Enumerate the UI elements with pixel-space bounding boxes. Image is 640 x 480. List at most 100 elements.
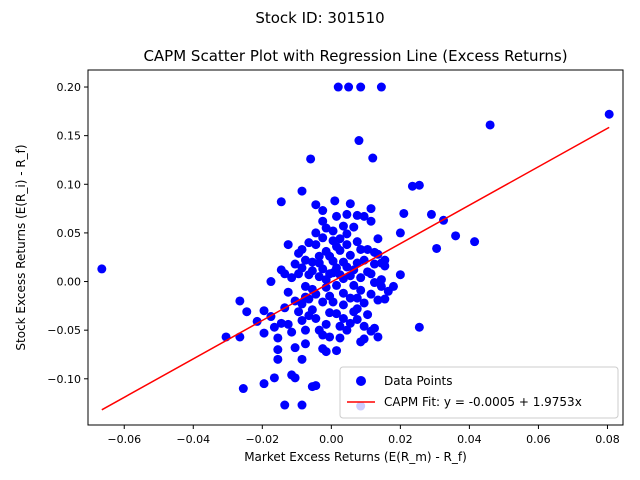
data-point <box>287 370 297 380</box>
data-point <box>276 197 286 207</box>
data-point <box>426 209 436 219</box>
chart-title: CAPM Scatter Plot with Regression Line (… <box>143 47 567 65</box>
y-tick-label: 0.15 <box>57 130 82 143</box>
data-point <box>345 318 355 328</box>
x-tick-label: 0.06 <box>526 433 551 446</box>
data-point <box>369 247 379 257</box>
data-point <box>342 262 352 272</box>
data-point <box>359 321 369 331</box>
data-point <box>335 270 345 280</box>
x-tick-label: 0.00 <box>319 433 344 446</box>
data-point <box>297 400 307 410</box>
y-axis-label: Stock Excess Returns (E(R_i) - R_f) <box>14 144 28 350</box>
y-tick-label: 0.00 <box>57 276 82 289</box>
data-point <box>283 319 293 329</box>
data-point <box>300 281 310 291</box>
data-point <box>352 293 362 303</box>
chart-suptitle: Stock ID: 301510 <box>255 9 384 27</box>
data-point <box>604 109 614 119</box>
data-point <box>304 311 314 321</box>
data-point <box>373 332 383 342</box>
data-point <box>276 318 286 328</box>
data-point <box>328 236 338 246</box>
data-point <box>335 333 345 343</box>
data-point <box>314 258 324 268</box>
x-tick-label: 0.04 <box>457 433 482 446</box>
legend-box <box>339 366 619 419</box>
data-point <box>414 322 424 332</box>
data-point <box>338 300 348 310</box>
y-tick-label: −0.10 <box>47 373 81 386</box>
x-tick-label: −0.02 <box>245 433 279 446</box>
data-point <box>311 381 321 391</box>
x-axis-ticks: −0.06 −0.04 −0.02 0.00 0.02 0.04 0.06 0.08 <box>107 425 620 446</box>
data-point <box>294 307 304 317</box>
data-point <box>318 216 328 226</box>
data-point <box>332 346 342 356</box>
data-point <box>283 240 293 250</box>
chart-marks <box>97 82 614 411</box>
data-point <box>325 308 335 318</box>
y-tick-label: 0.05 <box>57 227 82 240</box>
data-point <box>307 257 317 267</box>
data-point <box>311 200 321 210</box>
data-point <box>395 270 405 280</box>
data-point <box>366 326 376 336</box>
data-point <box>297 244 307 254</box>
data-point <box>332 280 342 290</box>
data-point <box>280 400 290 410</box>
x-tick-label: −0.06 <box>107 433 141 446</box>
data-point <box>383 286 393 296</box>
data-point <box>318 233 328 243</box>
data-point <box>369 278 379 288</box>
data-point <box>352 210 362 220</box>
data-point <box>300 325 310 335</box>
x-tick-label: 0.08 <box>595 433 620 446</box>
data-point <box>380 294 390 304</box>
data-point <box>325 332 335 342</box>
data-point <box>363 244 373 254</box>
data-point <box>269 373 279 383</box>
data-point <box>366 204 376 214</box>
data-point <box>297 299 307 309</box>
data-point <box>321 282 331 292</box>
data-point <box>359 211 369 221</box>
x-tick-label: 0.02 <box>388 433 413 446</box>
x-axis-label: Market Excess Returns (E(R_m) - R_f) <box>244 450 467 464</box>
data-point <box>359 334 369 344</box>
data-point <box>332 309 342 319</box>
data-point <box>366 216 376 226</box>
data-point <box>376 258 386 268</box>
data-point <box>321 275 331 285</box>
y-tick-label: 0.20 <box>57 81 82 94</box>
legend: Data Points CAPM Fit: y = -0.0005 + 1.97… <box>339 366 619 419</box>
data-point <box>332 211 342 221</box>
data-point <box>269 322 279 332</box>
data-point <box>338 288 348 298</box>
data-point <box>368 153 378 163</box>
data-point <box>356 273 366 283</box>
data-point <box>266 277 276 287</box>
data-point <box>290 259 300 269</box>
data-point <box>366 269 376 279</box>
data-point <box>283 287 293 297</box>
plot-area <box>87 69 624 426</box>
data-point <box>376 281 386 291</box>
data-point <box>342 325 352 335</box>
data-point <box>349 307 359 317</box>
data-point <box>318 344 328 354</box>
data-point <box>369 259 379 269</box>
data-point <box>273 345 283 355</box>
data-point <box>395 228 405 238</box>
legend-label-capm-fit: CAPM Fit: y = -0.0005 + 1.9753x <box>384 395 582 409</box>
axes-frame <box>87 69 624 426</box>
data-point <box>373 234 383 244</box>
data-point <box>338 314 348 323</box>
data-point <box>325 291 335 301</box>
legend-label-data-points: Data Points <box>384 374 453 388</box>
data-point <box>306 154 316 164</box>
data-point <box>335 321 345 331</box>
data-point <box>349 280 359 290</box>
data-point <box>328 226 338 236</box>
data-point <box>354 136 364 146</box>
